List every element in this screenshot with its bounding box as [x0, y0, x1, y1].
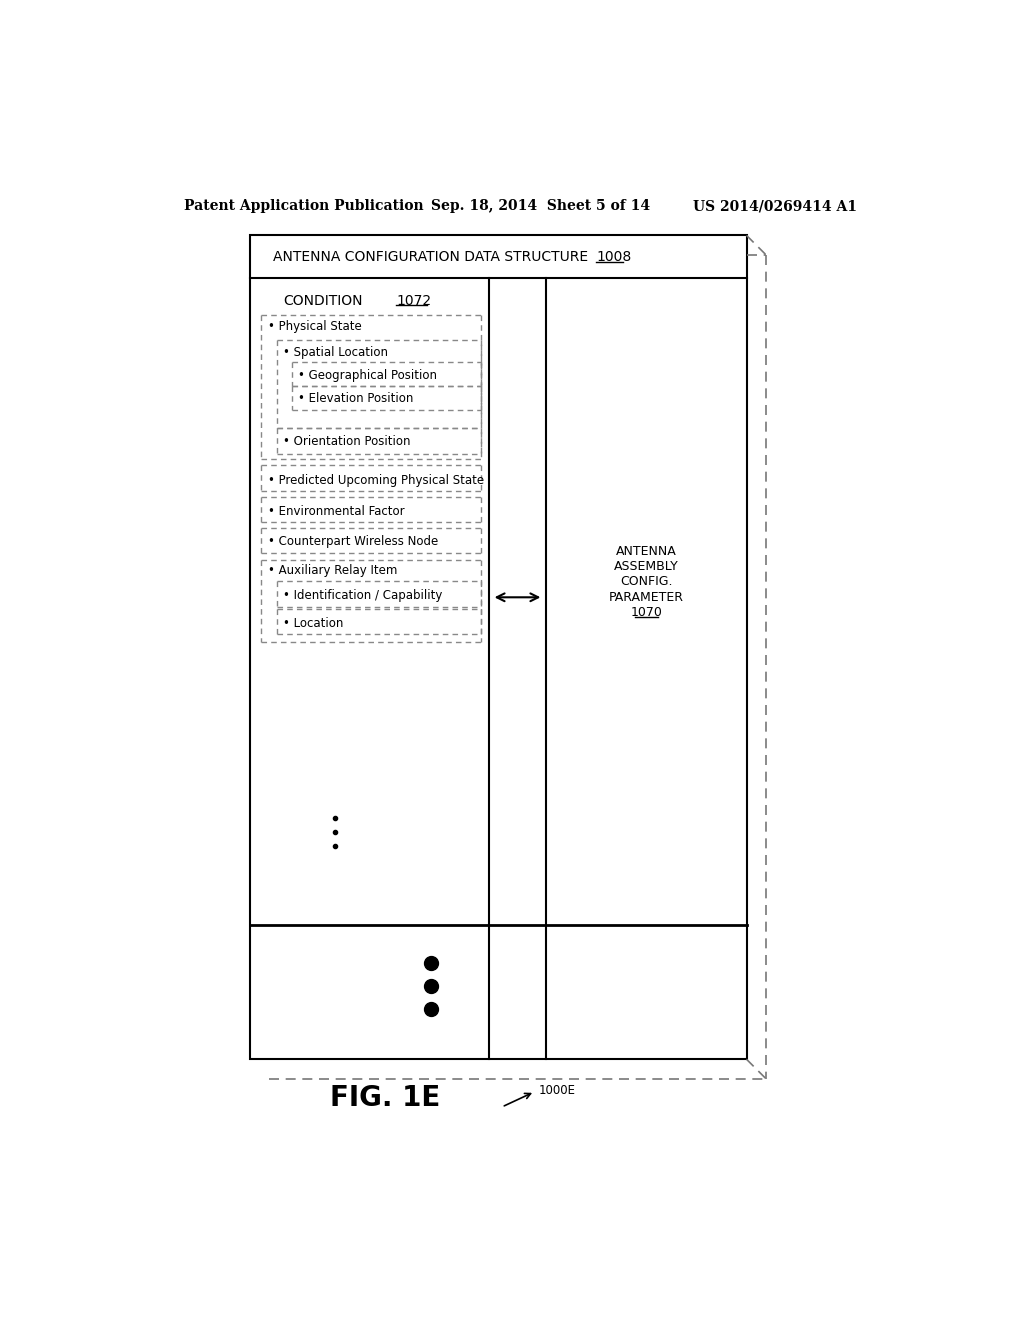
Text: ANTENNA: ANTENNA: [616, 545, 677, 557]
Text: • Elevation Position: • Elevation Position: [298, 392, 414, 405]
Text: • Physical State: • Physical State: [267, 319, 361, 333]
Text: PARAMETER: PARAMETER: [609, 591, 684, 603]
Text: • Environmental Factor: • Environmental Factor: [267, 504, 404, 517]
Bar: [250, 235, 746, 1059]
Text: CONDITION: CONDITION: [284, 294, 362, 308]
Text: 1072: 1072: [396, 294, 431, 308]
Text: US 2014/0269414 A1: US 2014/0269414 A1: [692, 199, 857, 213]
Text: • Auxiliary Relay Item: • Auxiliary Relay Item: [267, 564, 397, 577]
Text: 1008: 1008: [596, 249, 632, 264]
Text: • Spatial Location: • Spatial Location: [283, 346, 388, 359]
Text: CONFIG.: CONFIG.: [621, 576, 673, 589]
Text: FIG. 1E: FIG. 1E: [330, 1084, 439, 1111]
Text: • Identification / Capability: • Identification / Capability: [283, 589, 442, 602]
Text: • Location: • Location: [283, 616, 343, 630]
Text: 1000E: 1000E: [539, 1084, 575, 1097]
Text: ANTENNA CONFIGURATION DATA STRUCTURE: ANTENNA CONFIGURATION DATA STRUCTURE: [273, 249, 589, 264]
Text: Patent Application Publication: Patent Application Publication: [184, 199, 424, 213]
Text: • Predicted Upcoming Physical State: • Predicted Upcoming Physical State: [267, 474, 483, 487]
Text: • Counterpart Wireless Node: • Counterpart Wireless Node: [267, 536, 438, 548]
Text: Sep. 18, 2014  Sheet 5 of 14: Sep. 18, 2014 Sheet 5 of 14: [431, 199, 650, 213]
Text: 1070: 1070: [631, 606, 663, 619]
Text: • Orientation Position: • Orientation Position: [283, 436, 411, 449]
Text: ASSEMBLY: ASSEMBLY: [614, 560, 679, 573]
Text: • Geographical Position: • Geographical Position: [298, 370, 437, 381]
